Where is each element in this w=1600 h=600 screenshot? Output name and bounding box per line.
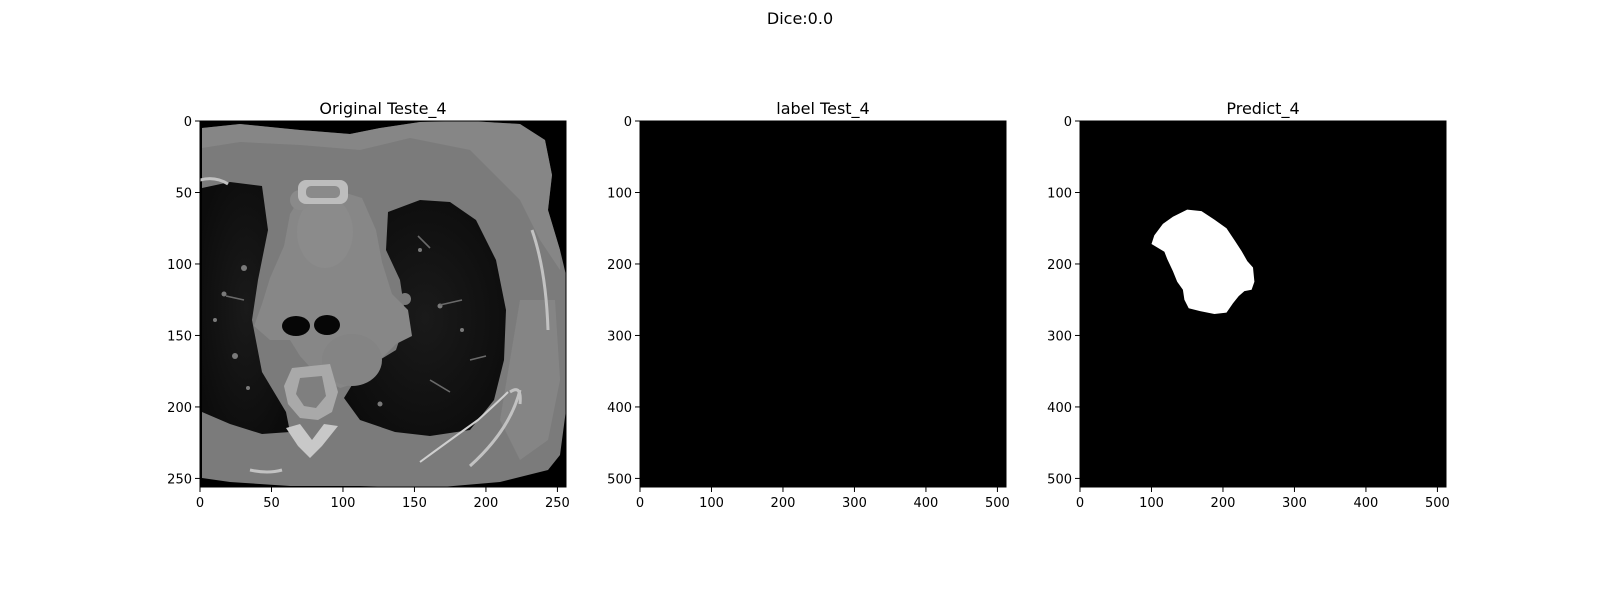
panel-original-ticks: 0 50 100 150 200 250 0 50 100 150 200 250 <box>167 115 570 511</box>
y-tick-label: 300 <box>1047 329 1072 344</box>
y-tick-label: 100 <box>607 186 632 201</box>
y-tick-label: 300 <box>607 329 632 344</box>
x-tick-label: 0 <box>636 496 644 511</box>
y-tick-label: 0 <box>1064 115 1072 130</box>
x-tick-label: 100 <box>699 496 724 511</box>
x-tick-label: 0 <box>1076 496 1084 511</box>
panel-original-frame <box>199 120 567 488</box>
panel-predict: Predict_4 0 100 200 300 400 500 0 100 200 300 400 5… <box>1047 99 1450 511</box>
ct-image <box>200 121 566 487</box>
y-tick-label: 150 <box>167 329 192 344</box>
y-tick-label: 200 <box>1047 258 1072 273</box>
panel-predict-title: Predict_4 <box>1226 99 1299 119</box>
panel-predict-ticks: 0 100 200 300 400 500 0 100 200 300 400 500 <box>1047 115 1450 511</box>
panel-label-frame <box>639 120 1007 488</box>
x-tick-label: 500 <box>985 496 1010 511</box>
x-tick-label: 200 <box>1211 496 1236 511</box>
ct-mediastinum <box>254 188 412 388</box>
panel-label: label Test_4 0 100 200 300 400 500 0 100 200 300 4… <box>607 99 1010 511</box>
x-tick-label: 100 <box>331 496 356 511</box>
y-tick-label: 250 <box>167 472 192 487</box>
x-tick-label: 500 <box>1425 496 1450 511</box>
figure-suptitle: Dice:0.0 <box>767 9 833 28</box>
label-image <box>640 121 1006 487</box>
y-tick-label: 100 <box>1047 186 1072 201</box>
x-tick-label: 300 <box>1282 496 1307 511</box>
panel-original-title: Original Teste_4 <box>319 99 446 119</box>
ct-lung-right <box>344 200 506 436</box>
y-tick-label: 500 <box>607 472 632 487</box>
x-tick-label: 200 <box>771 496 796 511</box>
y-tick-label: 100 <box>167 258 192 273</box>
y-tick-label: 500 <box>1047 472 1072 487</box>
y-tick-label: 400 <box>607 401 632 416</box>
x-tick-label: 0 <box>196 496 204 511</box>
panel-original: Original Teste_4 <box>167 99 570 511</box>
predict-mask-region <box>1151 209 1255 314</box>
x-tick-label: 400 <box>914 496 939 511</box>
y-tick-label: 400 <box>1047 401 1072 416</box>
x-tick-label: 100 <box>1139 496 1164 511</box>
x-tick-label: 400 <box>1354 496 1379 511</box>
panel-label-ticks: 0 100 200 300 400 500 0 100 200 300 400 500 <box>607 115 1010 511</box>
x-tick-label: 150 <box>402 496 427 511</box>
x-tick-label: 250 <box>545 496 570 511</box>
y-tick-label: 0 <box>624 115 632 130</box>
x-tick-label: 50 <box>263 496 280 511</box>
x-tick-label: 300 <box>842 496 867 511</box>
y-tick-label: 50 <box>175 186 192 201</box>
ct-lung-left <box>202 182 290 434</box>
y-tick-label: 0 <box>184 115 192 130</box>
panel-label-title: label Test_4 <box>776 99 869 119</box>
x-tick-label: 200 <box>474 496 499 511</box>
y-tick-label: 200 <box>167 401 192 416</box>
panel-predict-frame <box>1079 120 1447 488</box>
y-tick-label: 200 <box>607 258 632 273</box>
predict-image <box>1080 121 1446 487</box>
